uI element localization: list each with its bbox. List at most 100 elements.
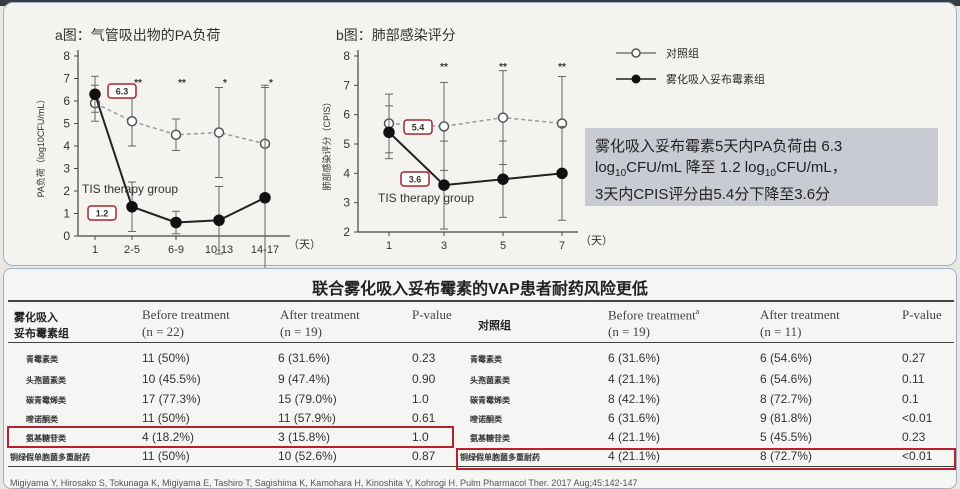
y-tick-label: 0 — [63, 229, 70, 243]
cell-right-after: 8 (72.7%) — [760, 392, 813, 406]
significance-mark: ** — [499, 62, 507, 73]
cell-left-before: 17 (77.3%) — [142, 392, 201, 406]
reference: Migiyama Y, Hirosako S, Tokunaga K, Migi… — [10, 478, 638, 488]
y-tick-label: 7 — [343, 78, 350, 92]
series-line — [388, 131, 563, 187]
data-point — [213, 214, 225, 226]
row-label-left: 铜绿假单胞菌多重耐药 — [10, 453, 90, 462]
data-point — [259, 192, 271, 204]
callout-line3: 3天内CPIS评分由5.4分下降至3.6分 — [595, 186, 831, 203]
x-unit-label: （天） — [288, 238, 321, 251]
y-tick-label: 6 — [343, 108, 350, 122]
x-tick-label: 1 — [92, 244, 98, 256]
right-header: After treatment — [760, 307, 840, 322]
legend: 对照组 雾化吸入妥布霉素组 — [616, 40, 765, 92]
chart-b: b图：肺部感染评分 2 3 4 5 6 7 8 1 3 5 7 （天） 肺部感染评分（CPIS） ** ** *… — [321, 27, 613, 252]
data-point — [170, 129, 182, 140]
data-point — [89, 88, 101, 100]
cell-right-p: <0.01 — [902, 449, 933, 463]
cell-right-p: 0.23 — [902, 430, 926, 444]
cell-right-after: 5 (45.5%) — [760, 430, 813, 444]
legend-treatment-label: 雾化吸入妥布霉素组 — [666, 74, 765, 86]
cell-left-after: 3 (15.8%) — [278, 430, 331, 444]
cell-left-p: 0.87 — [412, 449, 436, 463]
data-point — [213, 127, 225, 138]
y-tick-label: 7 — [63, 72, 70, 86]
cell-right-after: 6 (54.6%) — [760, 372, 813, 386]
x-tick-label: 7 — [559, 240, 565, 252]
significance-mark: ** — [440, 62, 448, 73]
y-tick-label: 5 — [343, 137, 350, 151]
data-point — [497, 173, 509, 185]
significance-mark: ** — [558, 62, 566, 73]
significance-mark: * — [223, 78, 227, 89]
table-header-rule — [8, 342, 954, 343]
legend-filled-circle-icon — [616, 74, 656, 84]
cell-left-before: 11 (50%) — [142, 449, 190, 463]
callout-line1: 雾化吸入妥布霉素5天内PA负荷由 6.3 — [595, 138, 843, 155]
data-point — [126, 201, 138, 213]
row-label-left: 喹诺酮类 — [26, 415, 58, 424]
row-label-right: 青霉素类 — [470, 355, 502, 364]
cell-left-after: 11 (57.9%) — [278, 411, 336, 425]
y-tick-label: 2 — [343, 225, 350, 239]
row-label-left: 头孢菌素类 — [26, 376, 66, 385]
left-header: Before treatment — [142, 307, 230, 322]
cell-right-before: 6 (31.6%) — [608, 411, 661, 425]
cell-left-after: 10 (52.6%) — [278, 449, 337, 463]
x-tick-label: 1 — [386, 240, 392, 252]
highlight-box-mdr — [456, 448, 956, 470]
row-label-right: 氨基糖苷类 — [470, 434, 510, 443]
cell-left-after: 15 (79.0%) — [278, 392, 337, 406]
right-header: (n = 11) — [760, 324, 802, 339]
callout-box: 雾化吸入妥布霉素5天内PA负荷由 6.3 log10CFU/mL 降至 1.2 … — [585, 128, 938, 206]
row-label-right: 铜绿假单胞菌多重耐药 — [460, 453, 540, 462]
significance-mark: ** — [134, 78, 142, 89]
data-point — [438, 179, 450, 191]
cell-right-p: 0.1 — [902, 392, 919, 406]
data-point — [438, 121, 450, 132]
x-unit-label: （天） — [580, 234, 613, 247]
left-group-label: 雾化吸入 — [14, 312, 58, 324]
callout-line2: log10CFU/mL 降至 1.2 log10CFU/mL， — [595, 159, 847, 179]
right-group-label: 对照组 — [478, 320, 511, 332]
cell-right-before: 4 (21.1%) — [608, 372, 661, 386]
y-tick-label: 4 — [63, 139, 70, 153]
y-axis-label: 肺部感染评分（CPIS） — [321, 97, 332, 190]
data-point — [383, 126, 395, 139]
y-tick-label: 8 — [63, 49, 70, 63]
x-tick-label: 2-5 — [124, 244, 140, 256]
legend-open-circle-icon — [616, 48, 656, 58]
y-axis-label: PA负荷（log10CFU/mL） — [35, 95, 46, 198]
cell-left-p: 1.0 — [412, 392, 429, 406]
data-label: 3.6 — [409, 175, 422, 185]
legend-treatment: 雾化吸入妥布霉素组 — [616, 66, 765, 92]
data-point — [556, 167, 568, 180]
data-label: 1.2 — [96, 209, 109, 219]
row-label-right: 碳青霉烯类 — [470, 396, 510, 405]
cell-right-before: 8 (42.1%) — [608, 392, 661, 406]
cell-left-after: 9 (47.4%) — [278, 372, 331, 386]
cell-left-p: 0.61 — [412, 411, 436, 425]
row-label-right: 喹诺酮类 — [470, 415, 502, 424]
data-label: 5.4 — [412, 123, 425, 133]
data-label-box — [403, 119, 433, 135]
row-label-right: 头孢菌素类 — [470, 376, 510, 385]
cell-left-after: 6 (31.6%) — [278, 351, 331, 365]
y-tick-label: 3 — [343, 196, 350, 210]
cell-right-before: 6 (31.6%) — [608, 351, 661, 365]
chart-title: b图：肺部感染评分 — [336, 27, 456, 43]
y-tick-label: 5 — [63, 117, 70, 131]
annotation: TIS therapy group — [378, 191, 474, 205]
annotation: TIS therapy group — [82, 182, 178, 196]
data-label-box — [107, 83, 137, 99]
cell-right-before: 4 (21.1%) — [608, 430, 661, 444]
y-tick-label: 2 — [63, 184, 70, 198]
data-label-box — [400, 171, 430, 187]
cell-right-after: 9 (81.8%) — [760, 411, 813, 425]
highlight-box-aminoglycoside — [7, 426, 454, 448]
cell-left-before: 11 (50%) — [142, 351, 190, 365]
left-header: After treatment — [280, 307, 360, 322]
table-panel — [3, 268, 957, 489]
